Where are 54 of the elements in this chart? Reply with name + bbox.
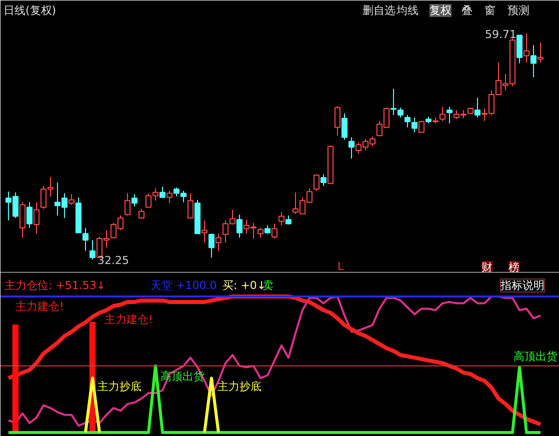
candlestick [257,227,264,238]
candlestick [334,106,341,136]
candlestick [348,136,355,160]
candlestick [82,227,89,252]
candlestick [208,233,215,258]
candlestick [271,223,278,240]
candlestick [439,106,446,122]
candlestick [537,42,544,63]
text: 复权 [430,4,452,17]
candlestick [341,112,348,140]
annotation: 32.25 [98,254,129,267]
annotation: 主力建仓! [16,300,64,313]
candlestick [516,34,523,64]
candlestick [530,44,537,78]
text: 叠 [462,4,472,17]
text: 主力仓位: +51.53↓ [4,279,106,292]
annotation: 主力抄底 [218,380,262,393]
candlestick [446,106,453,124]
candlestick [124,192,131,216]
text: 天堂 +100.0 [150,279,217,292]
text: 删自选 [362,4,396,17]
candlestick [187,192,194,218]
candlestick [19,202,26,238]
candlestick [26,202,33,228]
text: 日线(复权) [4,4,56,17]
annotation: 主力建仓! [104,313,153,326]
candlestick [159,186,166,198]
candlestick [404,114,411,128]
text: 均线 [396,4,418,17]
candlestick [138,208,145,220]
annotation: 高顶出货 [514,350,558,363]
candlestick [33,202,40,234]
annotation: 主力抄底 [98,380,142,393]
annotation: 59.71 [485,28,517,41]
candlestick [320,174,327,186]
candlestick [474,97,481,118]
candlestick [285,214,292,226]
candlestick [390,88,397,116]
candlestick [89,240,96,260]
candlestick [131,194,138,207]
candlestick [278,212,285,226]
candlestick [236,214,243,238]
text: 窗 [484,4,496,17]
candlestick [166,190,173,204]
candlestick [411,117,418,133]
candlestick [215,233,222,252]
candlestick [397,107,404,118]
candlestick [68,194,75,206]
candlestick [313,174,320,192]
text: 指标说明 [500,279,544,292]
text: 预测 [508,4,530,17]
candlestick [201,220,208,244]
candlestick [523,33,530,63]
text: L [338,260,344,273]
